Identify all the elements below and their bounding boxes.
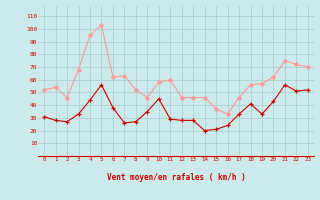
X-axis label: Vent moyen/en rafales ( km/h ): Vent moyen/en rafales ( km/h ) [107,173,245,182]
